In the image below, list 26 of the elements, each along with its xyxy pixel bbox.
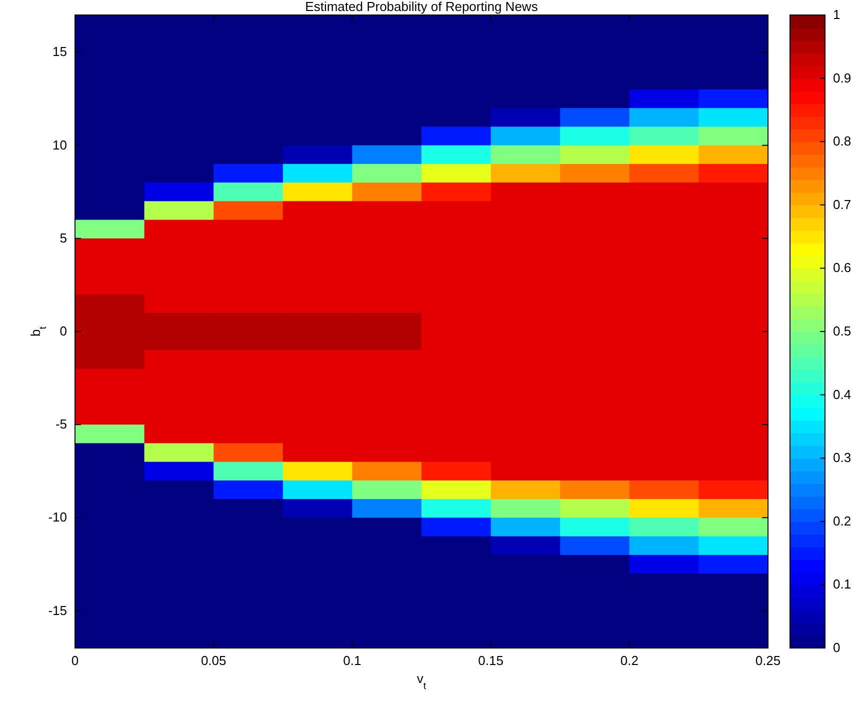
- y-tick-label: 0: [60, 324, 67, 338]
- color-bar-label: 0.4: [833, 386, 852, 402]
- color-bar-label: 0: [833, 640, 840, 655]
- x-tick-label: 0: [71, 653, 79, 668]
- x-tick-label: 0.25: [755, 653, 781, 668]
- chart-title: Estimated Probability of Reporting News: [305, 0, 538, 14]
- color-bar-label: 0.3: [833, 450, 852, 466]
- y-tick-label: 10: [52, 137, 67, 152]
- y-tick-label: 5: [60, 230, 67, 246]
- y-tick-label: -15: [48, 602, 67, 618]
- color-bar-label: 0.8: [833, 134, 852, 149]
- y-tick-label: -10: [48, 510, 67, 525]
- color-bar-label: 0.5: [833, 324, 852, 338]
- y-tick-label: 15: [52, 44, 67, 60]
- color-bar-label: 0.1: [833, 576, 852, 592]
- x-tick-label: 0.05: [200, 653, 226, 668]
- color-bar-label: 0.7: [833, 196, 852, 212]
- color-bar-label: 0.9: [833, 70, 852, 86]
- color-bar-label: 0.6: [833, 260, 852, 276]
- color-bar-label: 1: [833, 7, 840, 22]
- color-bar-label: 0.2: [833, 513, 852, 528]
- x-tick-label: 0.1: [343, 653, 362, 668]
- x-tick-label: 0.15: [478, 653, 504, 668]
- x-tick-label: 0.2: [620, 653, 638, 668]
- y-tick-label: -5: [55, 416, 67, 432]
- x-axis-title: v$_{t}$: [416, 671, 426, 692]
